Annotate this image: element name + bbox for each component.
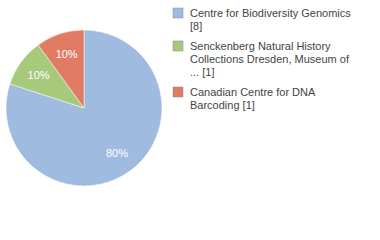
data-label: 10%: [28, 69, 50, 81]
pie: [6, 30, 162, 186]
data-labels: 80% 10% 10%: [28, 48, 129, 159]
chart: 80% 10% 10% Centre for Biodiversity Genomic…: [0, 0, 380, 240]
data-label: 80%: [106, 147, 128, 159]
data-label: 10%: [56, 48, 78, 60]
legend-swatch: [173, 41, 183, 51]
legend-label: Centre for Biodiversity Genomics[8]: [190, 7, 351, 32]
legend-label: Canadian Centre for DNABarcoding [1]: [190, 86, 316, 111]
legend-swatch: [173, 8, 183, 18]
legend: Centre for Biodiversity Genomics[8] Senck…: [173, 7, 351, 111]
pie-slice: [6, 30, 162, 186]
legend-label: Senckenberg Natural HistoryCollections D…: [190, 40, 350, 78]
legend-swatch: [173, 87, 183, 97]
